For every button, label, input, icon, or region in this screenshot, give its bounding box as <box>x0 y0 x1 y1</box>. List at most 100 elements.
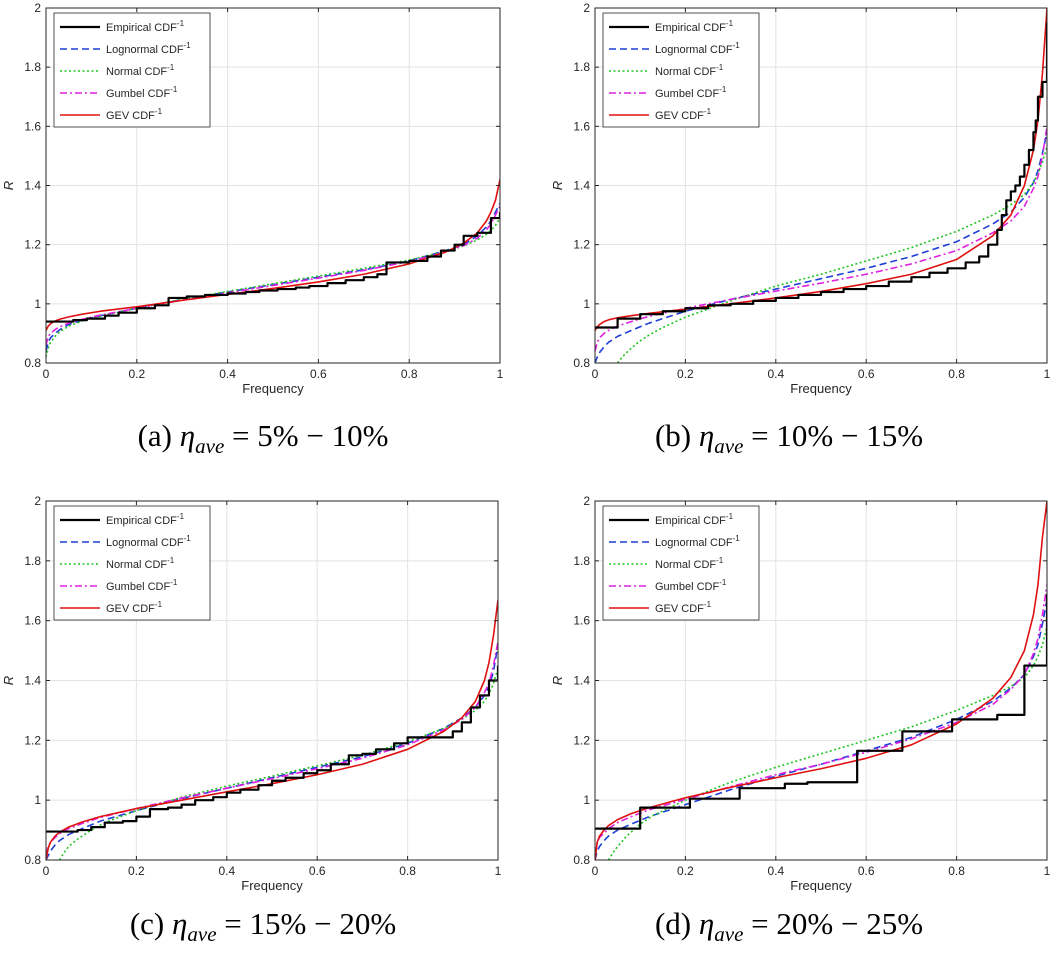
x-tick-label-d: 1 <box>1044 864 1051 878</box>
legend-c: Empirical CDF-1 Lognormal CDF-1 Normal CDF… <box>53 505 211 621</box>
legend-label-lognormal-cdf-c: Lognormal CDF-1 <box>106 534 191 549</box>
caption-a-prefix: (a) <box>137 418 172 453</box>
y-tick-label-b: 1.6 <box>573 119 590 133</box>
legend-label-gev-cdf-c: GEV CDF-1 <box>106 600 163 615</box>
y-axis-label-c: R <box>1 676 16 685</box>
legend-label-gumbel-cdf-c: Gumbel CDF-1 <box>106 578 178 593</box>
x-tick-label-d: 0.8 <box>948 864 965 878</box>
y-tick-label-c: 0.8 <box>24 853 41 867</box>
chart-c: 0 0.2 0.4 0.6 0.8 1 0.8 1 1.2 1.4 1.6 1.8 2 Frequency… <box>1 494 502 893</box>
legend-superscript: -1 <box>716 556 724 565</box>
caption-d: (d) ηave = 20% − 25% <box>526 906 1052 947</box>
grid-d <box>595 501 1047 860</box>
y-tick-label-d: 2 <box>583 494 590 508</box>
y-tick-label-d: 1 <box>583 793 590 807</box>
y-tick-label-c: 1.8 <box>24 554 41 568</box>
legend-superscript: -1 <box>704 107 712 116</box>
series-line-gumbel-cdf-d <box>595 584 1047 855</box>
caption-b-sub: ave <box>714 434 744 459</box>
caption-b: (b) ηave = 10% − 15% <box>526 418 1052 459</box>
legend-superscript: -1 <box>716 63 724 72</box>
legend-superscript: -1 <box>719 578 727 587</box>
caption-c-prefix: (c) <box>129 906 165 941</box>
legend-label-gumbel-cdf-a: Gumbel CDF-1 <box>106 85 178 100</box>
x-tick-label-b: 0 <box>592 367 599 381</box>
chart-b: 0 0.2 0.4 0.6 0.8 1 0.8 1 1.2 1.4 1.6 1.8 2 Frequency… <box>550 1 1051 396</box>
y-tick-label-c: 1.2 <box>24 733 41 747</box>
legend-superscript: -1 <box>170 85 178 94</box>
x-tick-label-c: 0 <box>43 864 50 878</box>
caption-a-eta: η <box>179 418 196 453</box>
series-line-empirical-cdf-c <box>46 665 498 833</box>
legend-label-gev-cdf-b: GEV CDF-1 <box>655 107 712 122</box>
y-tick-label-a: 1 <box>34 297 41 311</box>
y-tick-label-d: 1.4 <box>573 674 590 688</box>
series-line-lognormal-cdf-c <box>46 644 498 860</box>
series-group-a <box>46 179 500 358</box>
legend-label-gev-cdf-d: GEV CDF-1 <box>655 600 712 615</box>
legend-box-d <box>602 505 760 621</box>
caption-b-prefix: (b) <box>654 418 692 453</box>
legend-superscript: -1 <box>170 578 178 587</box>
legend-label-lognormal-cdf-b: Lognormal CDF-1 <box>655 41 740 56</box>
x-tick-label-c: 0.6 <box>309 864 326 878</box>
series-group-d <box>595 501 1047 860</box>
legend-superscript: -1 <box>155 600 163 609</box>
x-tick-label-b: 0.2 <box>677 367 694 381</box>
legend-label-empirical-cdf-d: Empirical CDF-1 <box>655 512 734 527</box>
caption-a-sub: ave <box>195 434 225 459</box>
x-tick-label-a: 0.8 <box>401 367 418 381</box>
y-tick-label-b: 0.8 <box>573 356 590 370</box>
y-tick-label-d: 0.8 <box>573 853 590 867</box>
series-line-gumbel-cdf-b <box>595 126 1047 352</box>
caption-a-range: = 5% − 10% <box>232 418 389 453</box>
y-axis-label-a: R <box>1 181 16 190</box>
y-tick-label-a: 0.8 <box>24 356 41 370</box>
x-tick-label-c: 0.4 <box>218 864 235 878</box>
legend-label-empirical-cdf-b: Empirical CDF-1 <box>655 19 734 34</box>
legend-label-empirical-cdf-a: Empirical CDF-1 <box>106 19 185 34</box>
legend-superscript: -1 <box>719 85 727 94</box>
caption-c-range: = 15% − 20% <box>224 906 397 941</box>
legend-superscript: -1 <box>733 41 741 50</box>
caption-d-prefix: (d) <box>654 906 692 941</box>
legend-label-gumbel-cdf-d: Gumbel CDF-1 <box>655 578 727 593</box>
caption-b-eta: η <box>698 418 715 453</box>
caption-c: (c) ηave = 15% − 20% <box>0 906 526 947</box>
x-tick-label-c: 1 <box>495 864 502 878</box>
x-axis-label-c: Frequency <box>241 878 303 893</box>
legend-label-normal-cdf-c: Normal CDF-1 <box>106 556 175 571</box>
series-line-normal-cdf-b <box>616 146 1047 363</box>
legend-superscript: -1 <box>726 512 734 521</box>
y-axis-label-b: R <box>550 181 565 190</box>
x-tick-label-a: 0.2 <box>128 367 145 381</box>
x-tick-label-b: 1 <box>1044 367 1051 381</box>
caption-a: (a) ηave = 5% − 10% <box>0 418 526 459</box>
y-tick-label-c: 1.4 <box>24 674 41 688</box>
x-tick-label-d: 0.4 <box>767 864 784 878</box>
chart-a: 0 0.2 0.4 0.6 0.8 1 0.8 1 1.2 1.4 1.6 1.8 2 Frequency… <box>1 1 504 396</box>
legend-a: Empirical CDF-1 Lognormal CDF-1 Normal CDF… <box>53 12 211 128</box>
y-tick-label-d: 1.2 <box>573 733 590 747</box>
x-axis-label-d: Frequency <box>790 878 852 893</box>
grid-c <box>46 501 498 860</box>
y-tick-label-a: 2 <box>34 1 41 15</box>
x-tick-label-b: 0.4 <box>767 367 784 381</box>
legend-label-lognormal-cdf-a: Lognormal CDF-1 <box>106 41 191 56</box>
y-tick-label-b: 1 <box>583 297 590 311</box>
y-tick-label-c: 1 <box>34 793 41 807</box>
legend-label-gumbel-cdf-b: Gumbel CDF-1 <box>655 85 727 100</box>
caption-b-range: = 10% − 15% <box>751 418 924 453</box>
legend-label-lognormal-cdf-d: Lognormal CDF-1 <box>655 534 740 549</box>
chart-d: 0 0.2 0.4 0.6 0.8 1 0.8 1 1.2 1.4 1.6 1.8 2 Frequency… <box>550 494 1051 893</box>
legend-superscript: -1 <box>184 534 192 543</box>
legend-superscript: -1 <box>155 107 163 116</box>
x-axis-label-a: Frequency <box>242 381 304 396</box>
legend-box-b <box>602 12 760 128</box>
legend-superscript: -1 <box>704 600 712 609</box>
y-tick-label-a: 1.6 <box>24 119 41 133</box>
caption-c-eta: η <box>171 906 188 941</box>
legend-b: Empirical CDF-1 Lognormal CDF-1 Normal CDF… <box>602 12 760 128</box>
caption-d-sub: ave <box>714 922 744 947</box>
